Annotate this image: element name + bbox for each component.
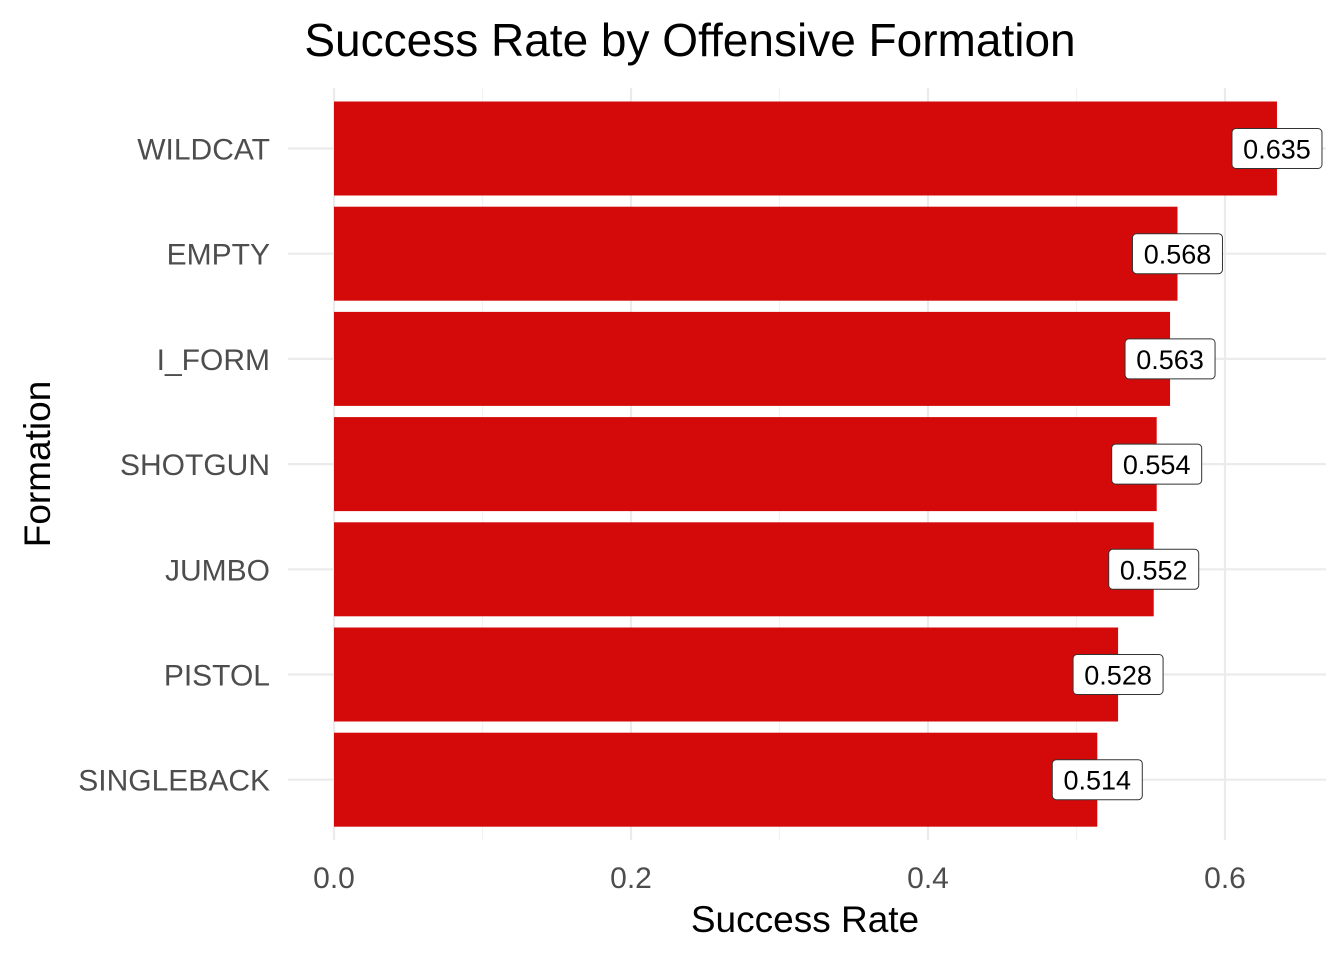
bar-i-form: [334, 311, 1171, 406]
bar-jumbo: [334, 522, 1154, 617]
bars: [334, 101, 1277, 827]
data-label: 0.514: [1051, 759, 1143, 801]
y-axis-ticks: WILDCAT EMPTY I_FORM SHOTGUN JUMBO PISTOL SING…: [78, 134, 270, 798]
data-label-box: [1111, 443, 1203, 485]
data-label-text: 0.568: [1144, 240, 1212, 270]
y-tick-label: I_FORM: [157, 344, 270, 377]
data-label-box: [1231, 128, 1323, 169]
x-axis-ticks: 0.0 0.2 0.4 0.6: [313, 862, 1246, 895]
data-label: 0.528: [1072, 654, 1164, 695]
data-label-box: [1051, 759, 1143, 801]
data-labels: 0.635 0.568 0.563 0.554 0.552 0.528 0.514: [1051, 128, 1323, 801]
y-tick-label: SHOTGUN: [120, 449, 270, 482]
data-label-box: [1072, 654, 1164, 695]
data-label-box: [1108, 548, 1200, 590]
data-label-text: 0.563: [1136, 345, 1204, 375]
data-label: 0.635: [1231, 128, 1323, 169]
y-tick-label: EMPTY: [167, 239, 270, 272]
x-tick-label: 0.4: [907, 862, 949, 895]
data-label: 0.552: [1108, 548, 1200, 590]
bar-wildcat: [334, 101, 1277, 196]
chart-title: Success Rate by Offensive Formation: [304, 14, 1075, 66]
data-label-text: 0.514: [1064, 766, 1132, 796]
y-axis-title: Formation: [17, 381, 58, 548]
x-tick-label: 0.0: [313, 862, 355, 895]
y-tick-label: JUMBO: [165, 554, 270, 587]
data-label-box: [1124, 338, 1216, 380]
data-label-box: [1131, 233, 1223, 275]
data-label: 0.554: [1111, 443, 1203, 485]
bar-singleback: [334, 732, 1098, 827]
bar-shotgun: [334, 417, 1157, 512]
x-axis-title: Success Rate: [691, 899, 919, 940]
y-tick-label: SINGLEBACK: [78, 765, 270, 798]
data-label-text: 0.554: [1123, 450, 1191, 480]
data-label: 0.568: [1131, 233, 1223, 275]
bar-empty: [334, 206, 1178, 301]
x-tick-label: 0.2: [610, 862, 652, 895]
x-tick-label: 0.6: [1204, 862, 1246, 895]
y-tick-label: WILDCAT: [137, 134, 270, 167]
bar-pistol: [334, 627, 1119, 722]
data-label: 0.563: [1124, 338, 1216, 380]
data-label-text: 0.552: [1120, 555, 1188, 585]
data-label-text: 0.528: [1084, 661, 1152, 691]
y-tick-label: PISTOL: [164, 660, 270, 693]
data-label-text: 0.635: [1243, 135, 1311, 165]
